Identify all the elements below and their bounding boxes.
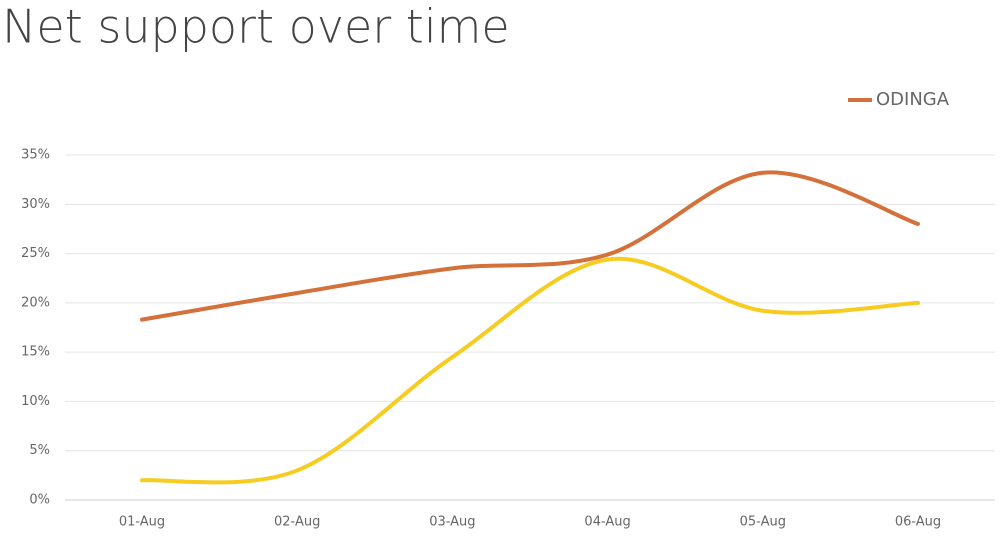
x-tick-label: 03-Aug — [429, 515, 475, 530]
legend-label: ODINGA — [876, 89, 950, 110]
x-tick-label: 05-Aug — [740, 515, 786, 530]
y-tick-label: 30% — [21, 197, 50, 212]
y-tick-label: 0% — [29, 493, 50, 508]
chart-title: Net support over time — [2, 0, 510, 54]
y-tick-label: 35% — [21, 148, 50, 163]
x-tick-label: 02-Aug — [274, 515, 320, 530]
x-tick-label: 01-Aug — [119, 515, 165, 530]
line-series — [140, 170, 920, 322]
y-tick-label: 10% — [21, 394, 50, 409]
y-tick-label: 25% — [21, 246, 50, 261]
x-tick-label: 06-Aug — [895, 515, 941, 530]
line-series — [140, 256, 920, 485]
y-tick-label: 20% — [21, 295, 50, 310]
y-tick-label: 5% — [29, 443, 50, 458]
y-tick-label: 15% — [21, 345, 50, 360]
x-tick-label: 04-Aug — [584, 515, 630, 530]
